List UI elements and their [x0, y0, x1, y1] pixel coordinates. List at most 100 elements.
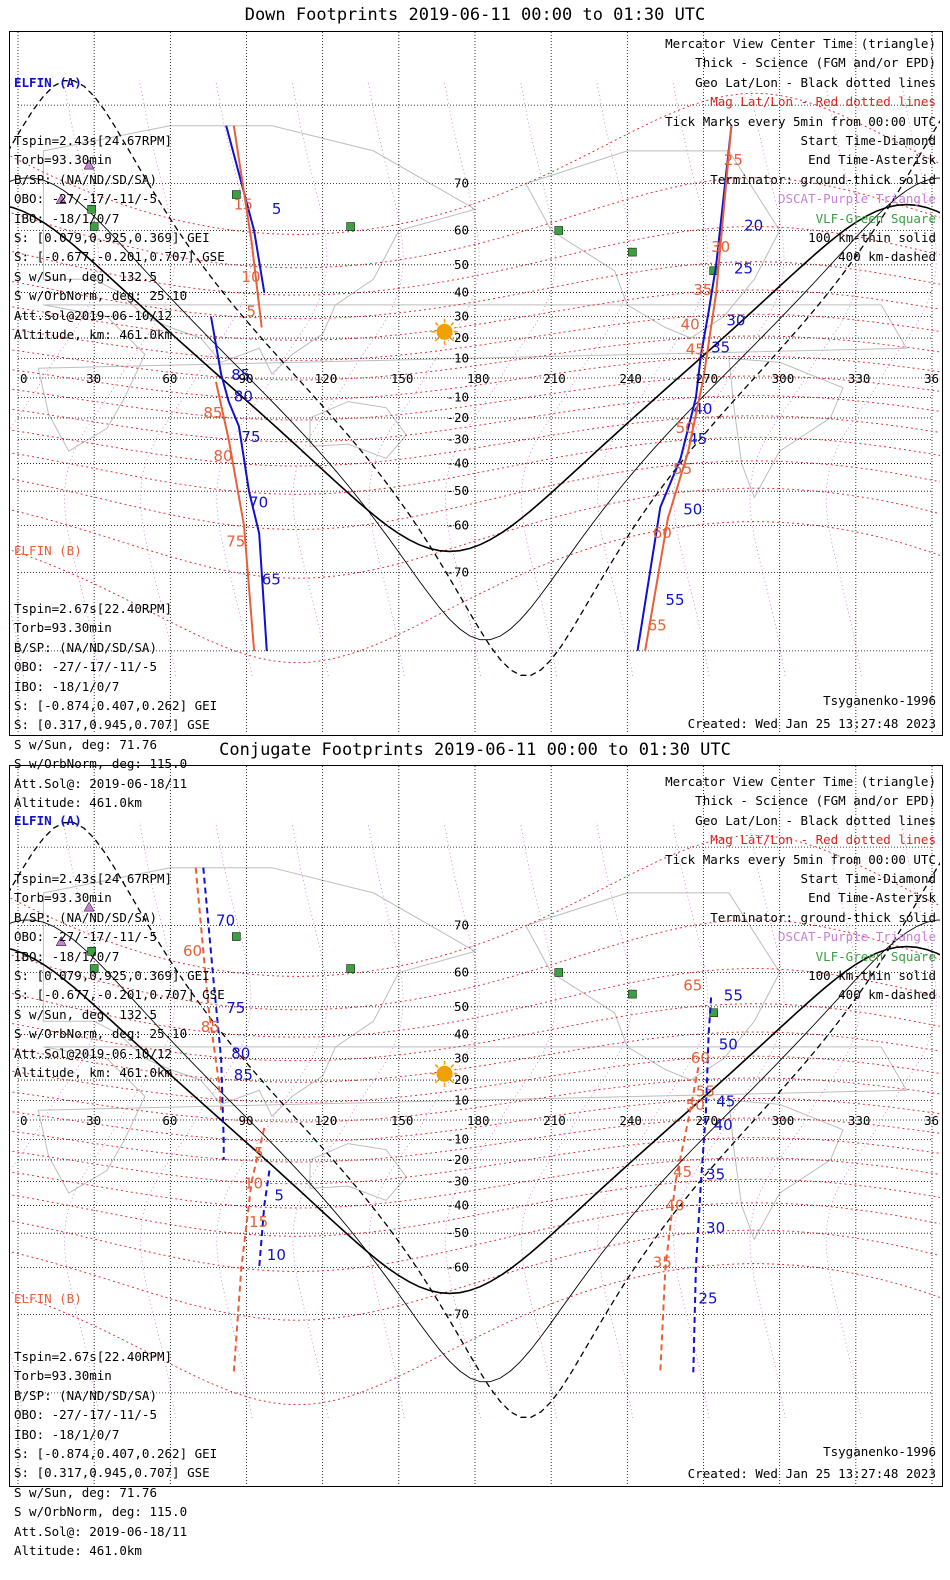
- legend-entry: End Time-Asterisk: [808, 890, 936, 906]
- elfin-a-tick-label: 70: [216, 912, 235, 930]
- elfin-a-tick-label: 50: [683, 500, 702, 518]
- info-line: S w/OrbNorm, deg: 115.0: [14, 756, 188, 772]
- coastline: [309, 401, 408, 459]
- legend-entry: VLF-Green Square: [815, 948, 936, 964]
- mag-parallel: [10, 355, 940, 401]
- elfin-a-track: [225, 125, 266, 293]
- elfin-a-tick-label: 5: [272, 200, 282, 218]
- x-tick-label: 210: [543, 1113, 566, 1128]
- x-tick-label: 150: [391, 1113, 414, 1128]
- elfin-a-track: [202, 867, 225, 1160]
- elfin-a-tick-label: 55: [724, 987, 743, 1005]
- y-tick-label: 50: [454, 257, 469, 272]
- legend-entry: DSCAT-Purple Triangle: [777, 191, 936, 207]
- dscat-triangle-icon: [83, 159, 95, 170]
- x-tick-label: 300: [772, 1113, 795, 1128]
- x-tick-label: 150: [391, 371, 414, 386]
- info-line: B/SP: (NA/ND/SD/SA): [14, 639, 157, 655]
- mag-parallel: [10, 1117, 940, 1163]
- mag-meridian: [368, 79, 480, 677]
- elfin-b-tick-label: 45: [673, 1163, 692, 1181]
- elfin-b-tick-label: 45: [686, 340, 705, 358]
- mag-meridian: [216, 821, 328, 1419]
- mag-meridian: [140, 79, 252, 677]
- mag-meridian: [444, 79, 556, 677]
- elfin-b-tick-label: 35: [653, 1253, 672, 1271]
- coastline: [728, 1099, 844, 1241]
- vlf-square-icon: [87, 205, 96, 214]
- vlf-square-icon: [554, 968, 564, 977]
- vlf-square-icon: [232, 190, 241, 199]
- x-tick-label: 60: [162, 1113, 177, 1128]
- mag-meridian: [673, 821, 785, 1419]
- elfin-b-track: [232, 125, 263, 328]
- elfin-a-tick-label: 25: [734, 260, 753, 278]
- legend-entry: 400 km-dashed: [838, 249, 936, 265]
- elfin-a-info-down: ELFIN (A) Tspin=2.43s[24.67RPM] Torb=93.3…: [14, 34, 225, 364]
- elfin-a-tick-label: 5: [274, 1186, 284, 1204]
- sun-ray: [450, 1079, 455, 1084]
- elfin-b-tick-label: 40: [681, 316, 700, 334]
- dscat-triangle-icon: [83, 901, 95, 912]
- legend-conjugate: Mercator View Center Time (triangle) Thic…: [665, 772, 936, 1005]
- mag-meridian: [292, 821, 404, 1419]
- vlf-square-icon: [628, 989, 637, 999]
- info-line: S: [0.317,0.945,0.707] GSE: [14, 1465, 210, 1481]
- sun-ray: [434, 322, 439, 326]
- elfin-a-track: [210, 316, 268, 651]
- info-line: Torb=93.30min: [14, 620, 112, 636]
- elfin-b-track: [232, 1127, 266, 1373]
- y-tick-label: -10: [446, 390, 469, 405]
- info-line: Att.Sol@2019-06-10/12: [14, 1045, 173, 1061]
- legend-entry: Mercator View Center Time (triangle): [665, 36, 936, 51]
- sun-ray: [434, 1064, 439, 1068]
- x-tick-label: 30: [86, 371, 101, 386]
- info-line: B/SP: (NA/ND/SD/SA): [14, 909, 157, 925]
- mag-meridian: [368, 821, 480, 1419]
- y-tick-label: -30: [446, 1174, 469, 1189]
- mag-parallel: [10, 521, 940, 664]
- vlf-square-icon: [346, 222, 355, 231]
- y-tick-label: -20: [446, 410, 469, 425]
- terminator-400km: [10, 80, 940, 676]
- mag-parallel: [10, 375, 940, 421]
- coastline: [42, 125, 477, 375]
- mag-meridian: [216, 79, 328, 677]
- elfin-b-tick-label: 85: [201, 1018, 220, 1036]
- elfin-b-tick-label: 60: [653, 524, 672, 542]
- mag-meridian: [140, 821, 252, 1419]
- info-line: S w/OrbNorm, deg: 25.10: [14, 1026, 188, 1042]
- info-line: S w/Sun, deg: 132.5: [14, 1006, 157, 1022]
- sun-icon: [436, 323, 453, 340]
- mag-meridian: [10, 79, 99, 677]
- legend-entry: Terminator: ground-thick solid: [710, 909, 936, 925]
- mag-parallel: [10, 1202, 940, 1272]
- elfin-b-header: ELFIN (B): [14, 1290, 82, 1306]
- terminator-400km: [10, 822, 940, 1418]
- mag-meridian: [597, 821, 709, 1419]
- sun-ray: [450, 1064, 455, 1068]
- elfin-b-tick-label: 60: [183, 942, 202, 960]
- y-tick-label: -20: [446, 1152, 469, 1167]
- elfin-b-track: [644, 125, 733, 652]
- legend-entry: Tick Marks every 5min from 00:00 UTC: [665, 113, 936, 129]
- elfin-b-tick-label: 25: [724, 151, 743, 169]
- legend-entry: Geo Lat/Lon - Black dotted lines: [695, 74, 936, 90]
- coastline: [728, 357, 844, 499]
- elfin-b-tick-label: 65: [648, 616, 667, 634]
- y-tick-label: 40: [454, 285, 469, 300]
- mag-parallel: [10, 1097, 940, 1143]
- y-tick-label: 10: [454, 1092, 469, 1107]
- x-tick-label: 180: [467, 1113, 490, 1128]
- panel-title-down: Down Footprints 2019-06-11 00:00 to 01:3…: [244, 5, 706, 25]
- vlf-square-icon: [628, 247, 637, 257]
- elfin-a-tick-label: 75: [241, 428, 260, 446]
- elfin-b-tick-label: 50: [686, 1096, 705, 1114]
- elfin-a-track: [258, 1170, 271, 1268]
- elfin-a-header: ELFIN (A): [14, 74, 82, 90]
- coastline: [309, 1143, 408, 1201]
- legend-entry: DSCAT-Purple Triangle: [777, 929, 936, 945]
- info-line: S: [0.079,0.925,0.369] GEI: [14, 230, 210, 246]
- model-name: Tsyganenko-1996: [823, 1444, 936, 1459]
- legend-down: Mercator View Center Time (triangle) Thic…: [665, 34, 936, 267]
